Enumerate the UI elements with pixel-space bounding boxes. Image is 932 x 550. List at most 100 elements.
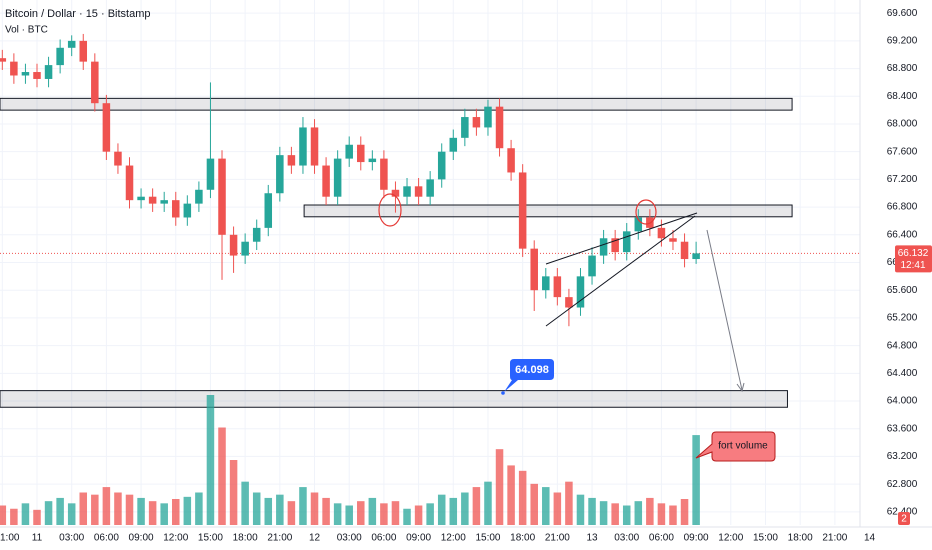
price-callout bbox=[504, 359, 554, 392]
zone bbox=[303, 204, 793, 218]
candle-body bbox=[588, 255, 596, 277]
volume-bar bbox=[33, 509, 41, 525]
candle-body bbox=[21, 72, 30, 76]
volume-bar bbox=[449, 497, 458, 525]
volume-bar bbox=[357, 501, 365, 525]
candle-body bbox=[518, 172, 527, 249]
candle-body bbox=[403, 186, 411, 197]
candle-body bbox=[565, 297, 573, 308]
y-tick-label: 65.600 bbox=[887, 285, 918, 296]
volume-bar bbox=[183, 496, 192, 525]
wedge-upper bbox=[545, 212, 698, 265]
volume-bar bbox=[669, 505, 677, 525]
circle-marker bbox=[635, 199, 657, 225]
x-tick-label: 12:00 bbox=[718, 533, 743, 544]
candle-body bbox=[33, 72, 41, 79]
x-tick-label: 21:00 bbox=[545, 533, 570, 544]
candle-body bbox=[484, 106, 492, 128]
candle-body bbox=[0, 58, 7, 62]
volume-bar bbox=[229, 460, 238, 525]
x-tick-label: 15:00 bbox=[753, 533, 778, 544]
anchor-dot bbox=[501, 391, 505, 395]
volume-bar bbox=[414, 505, 423, 525]
candle-body bbox=[229, 234, 238, 256]
volume-bar bbox=[680, 499, 689, 525]
candle-body bbox=[657, 227, 666, 239]
candle-body bbox=[172, 200, 180, 218]
candle-body bbox=[414, 186, 423, 197]
volume-bar bbox=[611, 503, 619, 525]
volume-tag bbox=[898, 512, 910, 525]
candle-body bbox=[114, 151, 122, 166]
candle-body bbox=[333, 158, 342, 197]
y-tick-label: 63.600 bbox=[887, 423, 918, 434]
candle-body bbox=[264, 193, 273, 228]
candle-body bbox=[472, 117, 481, 128]
volume-bar bbox=[0, 505, 7, 525]
candle-body bbox=[507, 148, 515, 173]
y-tick-label: 64.400 bbox=[887, 368, 918, 379]
y-tick-label: 67.200 bbox=[887, 174, 918, 185]
candle-body bbox=[611, 238, 619, 253]
candle-body bbox=[634, 217, 643, 232]
volume-bar bbox=[553, 492, 562, 525]
x-tick-label: 12 bbox=[309, 533, 321, 544]
zone bbox=[0, 97, 793, 111]
candle-body bbox=[79, 40, 88, 62]
chart-title: Bitcoin / Dollar · 15 · Bitstamp bbox=[5, 8, 151, 20]
candle-body bbox=[252, 227, 261, 242]
volume-bar bbox=[160, 503, 168, 525]
candle-body bbox=[206, 158, 215, 190]
candle-body bbox=[669, 238, 677, 242]
callout-text: 64.098 bbox=[515, 364, 549, 376]
volume-bar bbox=[333, 503, 342, 525]
volume-bar bbox=[287, 501, 296, 525]
candle-body bbox=[322, 165, 330, 197]
candle-body bbox=[44, 65, 53, 79]
x-tick-label: 06:00 bbox=[649, 533, 674, 544]
candle-body bbox=[91, 61, 99, 104]
y-tick-label: 69.600 bbox=[887, 8, 918, 19]
volume-bar bbox=[10, 508, 18, 525]
y-tick-label: 64.800 bbox=[887, 340, 918, 351]
x-tick-label: 12:00 bbox=[441, 533, 466, 544]
x-tick-label: 15:00 bbox=[475, 533, 500, 544]
candle-body bbox=[426, 179, 434, 197]
volume-bar bbox=[91, 494, 99, 525]
candle-body bbox=[449, 137, 458, 152]
x-tick-label: 11 bbox=[32, 533, 43, 544]
volume-bar bbox=[588, 497, 596, 525]
volume-bar bbox=[692, 435, 700, 525]
zone bbox=[0, 390, 788, 408]
y-tick-label: 64.000 bbox=[887, 396, 918, 407]
volume-bar bbox=[345, 505, 353, 525]
y-tick-label: 66.400 bbox=[887, 229, 918, 240]
volume-bar bbox=[21, 503, 30, 525]
volume-bar bbox=[56, 497, 64, 525]
y-tick-label: 63.200 bbox=[887, 451, 918, 462]
x-tick-label: 12:00 bbox=[163, 533, 188, 544]
x-tick-label: 18:00 bbox=[233, 533, 258, 544]
volume-bar bbox=[172, 499, 180, 525]
candle-body bbox=[380, 158, 388, 190]
volume-bar bbox=[368, 497, 377, 525]
drawings: 64.098 fort volume bbox=[378, 193, 776, 462]
volume-bar bbox=[472, 487, 481, 525]
volume-bar bbox=[565, 481, 573, 525]
volume-bar bbox=[576, 494, 585, 525]
candle-body bbox=[622, 231, 631, 253]
volume-bar bbox=[461, 492, 469, 525]
volume-bar bbox=[322, 497, 330, 525]
volume bbox=[0, 395, 700, 525]
candle-body bbox=[195, 189, 203, 204]
volume-bar bbox=[657, 503, 666, 525]
volume-bar bbox=[646, 497, 654, 525]
volume-bar bbox=[195, 492, 203, 525]
chart-subtitle: Vol · BTC bbox=[5, 25, 48, 36]
candle-body bbox=[218, 158, 226, 235]
candle-body bbox=[680, 241, 689, 260]
volume-bar bbox=[148, 501, 157, 525]
x-tick-label: 06:00 bbox=[94, 533, 119, 544]
x-tick-label: 13 bbox=[586, 533, 598, 544]
volume-bar bbox=[518, 470, 527, 525]
